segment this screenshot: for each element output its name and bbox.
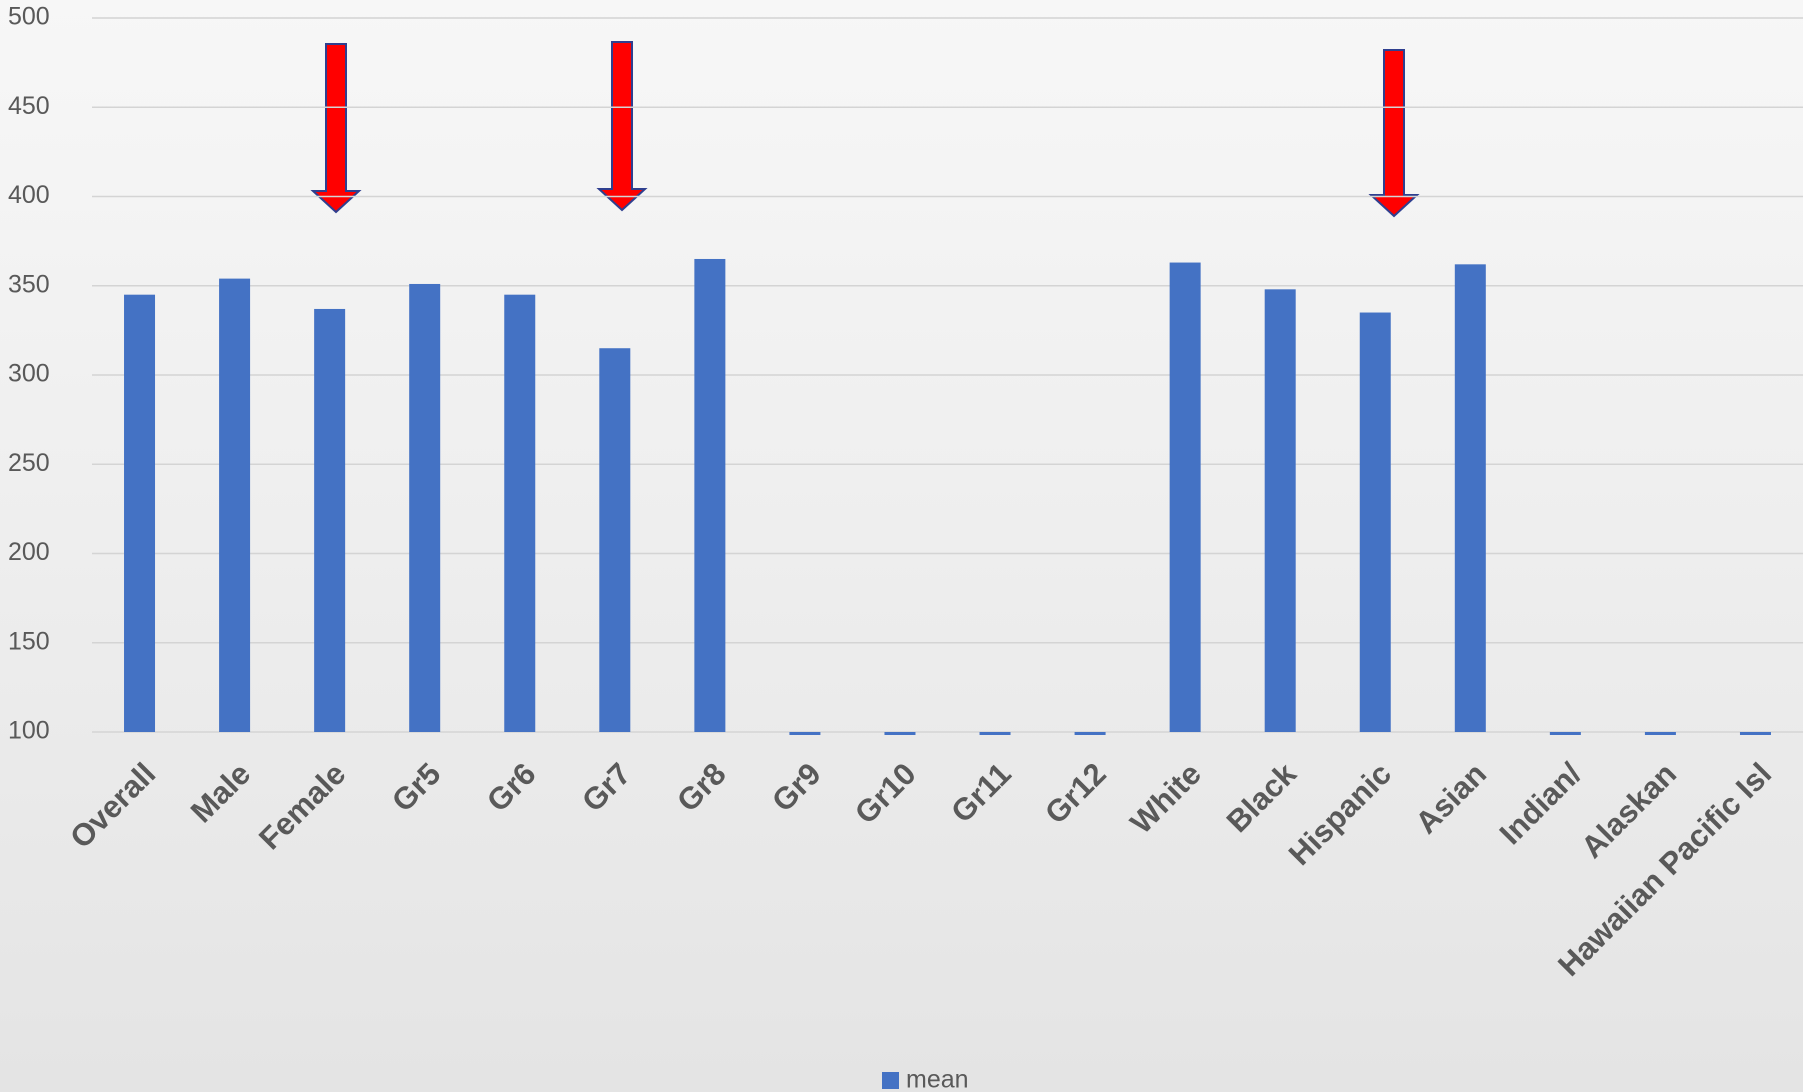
x-tick-label: Male <box>184 756 257 829</box>
legend-swatch <box>882 1072 899 1089</box>
bar <box>694 259 725 732</box>
bar <box>1455 264 1486 732</box>
y-tick-label: 250 <box>8 449 50 477</box>
x-tick-label: Gr5 <box>385 756 448 819</box>
y-tick-label: 300 <box>8 360 50 388</box>
x-tick-label: Gr12 <box>1038 756 1113 831</box>
bar <box>124 295 155 732</box>
bar <box>1170 263 1201 732</box>
x-tick-label: Gr6 <box>480 756 543 819</box>
arrows <box>313 42 1417 216</box>
bar <box>1360 313 1391 732</box>
arrow <box>1371 50 1417 216</box>
arrow <box>313 44 359 212</box>
x-tick-label: Gr8 <box>670 756 733 819</box>
y-tick-label: 200 <box>8 538 50 566</box>
x-tick-label: Gr11 <box>944 756 1018 830</box>
bar <box>599 348 630 732</box>
x-tick-label: Overall <box>63 756 162 855</box>
x-tick-label: Gr9 <box>765 756 828 819</box>
y-tick-label: 400 <box>8 181 50 209</box>
bar <box>219 279 250 732</box>
bar <box>409 284 440 732</box>
x-tick-label: Black <box>1220 755 1304 839</box>
legend-label: mean <box>906 1066 969 1092</box>
x-tick-label: Gr7 <box>575 756 638 819</box>
bar <box>1265 289 1296 732</box>
x-tick-label: Asian <box>1409 756 1493 840</box>
x-tick-label: Female <box>252 756 352 856</box>
x-tick-label: White <box>1123 756 1207 840</box>
y-tick-label: 100 <box>8 717 50 745</box>
y-tick-label: 150 <box>8 627 50 655</box>
chart: mean 100 150 200 250 300 350 400 450 500 Overall M… <box>0 0 1803 1092</box>
y-tick-label: 450 <box>8 92 50 120</box>
bar <box>314 309 345 732</box>
bar <box>504 295 535 732</box>
x-tick-label: Indian/ <box>1493 756 1589 852</box>
x-tick-label: Gr10 <box>848 756 923 831</box>
arrow <box>599 42 645 210</box>
y-tick-label: 500 <box>8 3 50 31</box>
x-tick-label: Hispanic <box>1282 756 1398 872</box>
y-tick-label: 350 <box>8 270 50 298</box>
